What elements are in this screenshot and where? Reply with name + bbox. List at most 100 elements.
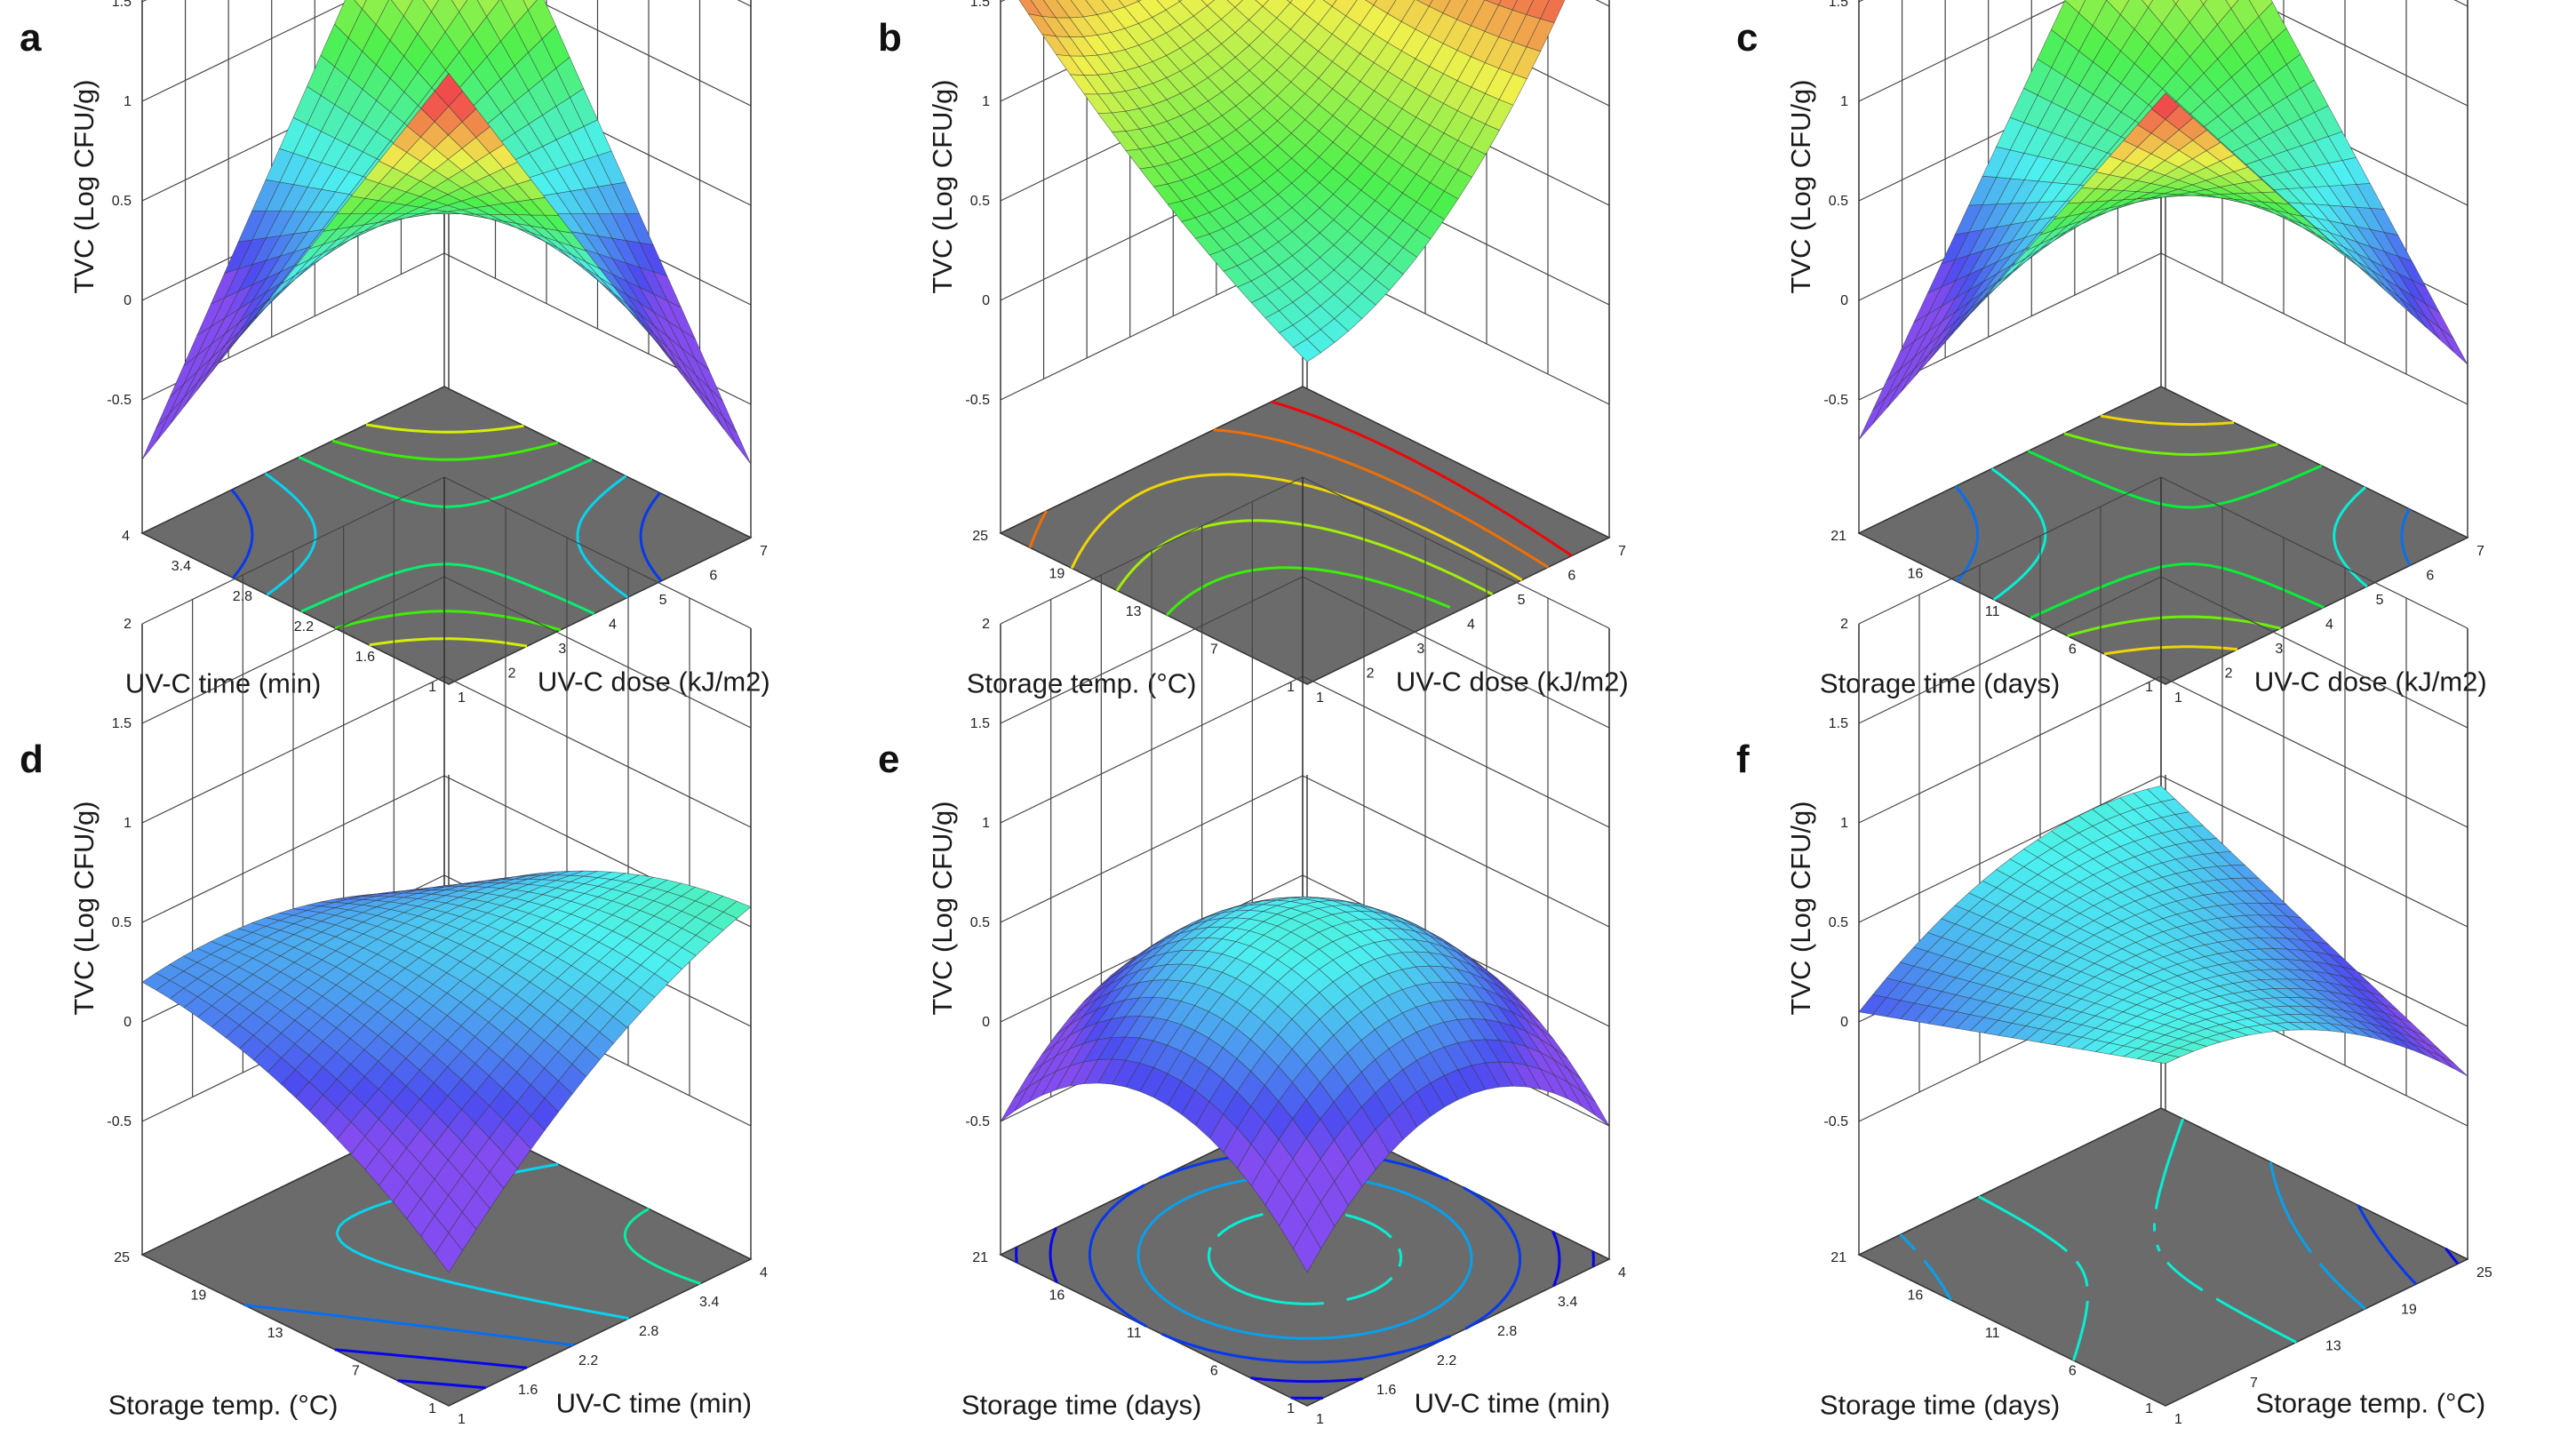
y-tick-label: 4 [1618, 1265, 1626, 1280]
x-tick-label: 11 [1127, 1326, 1142, 1341]
x-tick-label: 6 [2069, 1364, 2077, 1379]
contour-floor [140, 386, 753, 685]
y-tick-label: 3.4 [699, 1295, 719, 1310]
z-tick-label: -0.5 [965, 1114, 990, 1129]
surface-cell [354, 0, 367, 10]
contour-line [1899, 1161, 2366, 1311]
x-tick-label: 7 [1210, 642, 1218, 658]
y-tick-label: 4 [1467, 618, 1475, 633]
x-tick-label: 25 [972, 529, 988, 544]
y-tick-label: 2 [2225, 666, 2233, 682]
panel-letter: e [878, 738, 900, 781]
surface-cell [141, 412, 171, 460]
surface-cell [2199, 0, 2207, 5]
contour-line [1207, 1209, 1403, 1305]
x-tick-label: 19 [190, 1288, 206, 1304]
y-tick-label: 1 [1316, 690, 1324, 706]
z-tick-label: 1.5 [112, 0, 132, 10]
panel-letter: c [1736, 16, 1759, 60]
x-tick-label: 16 [1907, 1288, 1923, 1304]
z-tick-label: 2 [124, 617, 132, 632]
y-tick-label: 1 [2174, 690, 2182, 706]
z-tick-label: -0.5 [107, 1114, 132, 1129]
z-tick-label: -0.5 [107, 393, 132, 408]
surface-cell [434, 72, 463, 108]
contour-line [623, 1208, 701, 1285]
x-axis-label: Storage time (days) [1820, 668, 2061, 699]
surface-cell [1364, 0, 1377, 6]
contour-line [397, 1379, 486, 1390]
z-axis-label: TVC (Log CFU/g) [927, 801, 958, 1015]
y-tick-label: 3 [2275, 642, 2283, 657]
y-axis-label: UV-C dose (kJ/m2) [1396, 666, 1629, 698]
contour-line [230, 489, 663, 582]
x-tick-label: 1 [428, 680, 436, 695]
z-tick-label: 1 [982, 94, 990, 109]
z-tick-label: 0 [124, 1015, 132, 1030]
response-surface [1000, 896, 1610, 1273]
y-tick-label: 4 [2325, 618, 2333, 633]
x-tick-label: 13 [1126, 604, 1142, 619]
contour-line [1978, 1118, 2297, 1361]
x-tick-label: 6 [1210, 1364, 1218, 1379]
surface-cell [451, 0, 468, 13]
z-tick-label: 1.5 [970, 716, 990, 731]
z-tick-label: 0.5 [112, 194, 132, 209]
z-tick-label: 1 [124, 816, 132, 831]
x-tick-label: 1.6 [355, 650, 375, 665]
floor-plane [999, 386, 1611, 685]
z-tick-label: 0.5 [1829, 915, 1848, 930]
x-axis-label: Storage time (days) [961, 1390, 1202, 1421]
y-axis-label: UV-C time (min) [1415, 1388, 1610, 1419]
surface-cell [1292, 1224, 1321, 1273]
floor-plane [140, 386, 753, 685]
z-tick-label: 1 [982, 816, 990, 831]
y-tick-label: 5 [1518, 593, 1526, 608]
y-tick-label: 2.2 [1437, 1353, 1456, 1368]
contour-line [331, 439, 562, 632]
x-tick-label: 1 [428, 1401, 436, 1416]
x-tick-label: 4 [122, 529, 130, 544]
contour-line [2063, 432, 2281, 638]
z-tick-label: 0 [1840, 293, 1848, 308]
response-surface [141, 870, 752, 1273]
surface-cell [2141, 0, 2154, 8]
y-tick-label: 7 [2250, 1376, 2258, 1391]
x-tick-label: 21 [1830, 1250, 1846, 1265]
z-tick-label: 0 [982, 293, 990, 308]
surface-cell [2150, 1054, 2181, 1065]
x-tick-label: 13 [267, 1326, 283, 1341]
contour-line [2444, 1247, 2460, 1265]
z-tick-label: -0.5 [1823, 393, 1848, 408]
x-axis-label: Storage temp. (°C) [108, 1390, 339, 1421]
contour-line [2100, 414, 2238, 656]
y-tick-label: 25 [2476, 1265, 2492, 1280]
contour-floor [999, 386, 1611, 685]
z-tick-label: 1 [1840, 94, 1848, 109]
x-tick-label: 16 [1907, 567, 1923, 582]
surface-cell [434, 1232, 463, 1273]
z-tick-label: 1 [124, 94, 132, 109]
contour-line [1070, 473, 1523, 581]
x-tick-label: 11 [1985, 604, 2000, 619]
z-tick-label: -0.5 [1823, 1114, 1848, 1129]
y-tick-label: 19 [2401, 1302, 2417, 1317]
y-tick-label: 5 [2376, 593, 2384, 608]
contour-floor [1857, 386, 2469, 685]
x-tick-label: 1 [1287, 680, 1295, 695]
y-tick-label: 2.8 [1497, 1324, 1517, 1339]
z-tick-label: 0 [124, 293, 132, 308]
contour-floor [1857, 1107, 2469, 1407]
contour-line [1990, 467, 2368, 602]
surface-cell [2439, 1056, 2468, 1077]
contour-line [2357, 1204, 2417, 1286]
